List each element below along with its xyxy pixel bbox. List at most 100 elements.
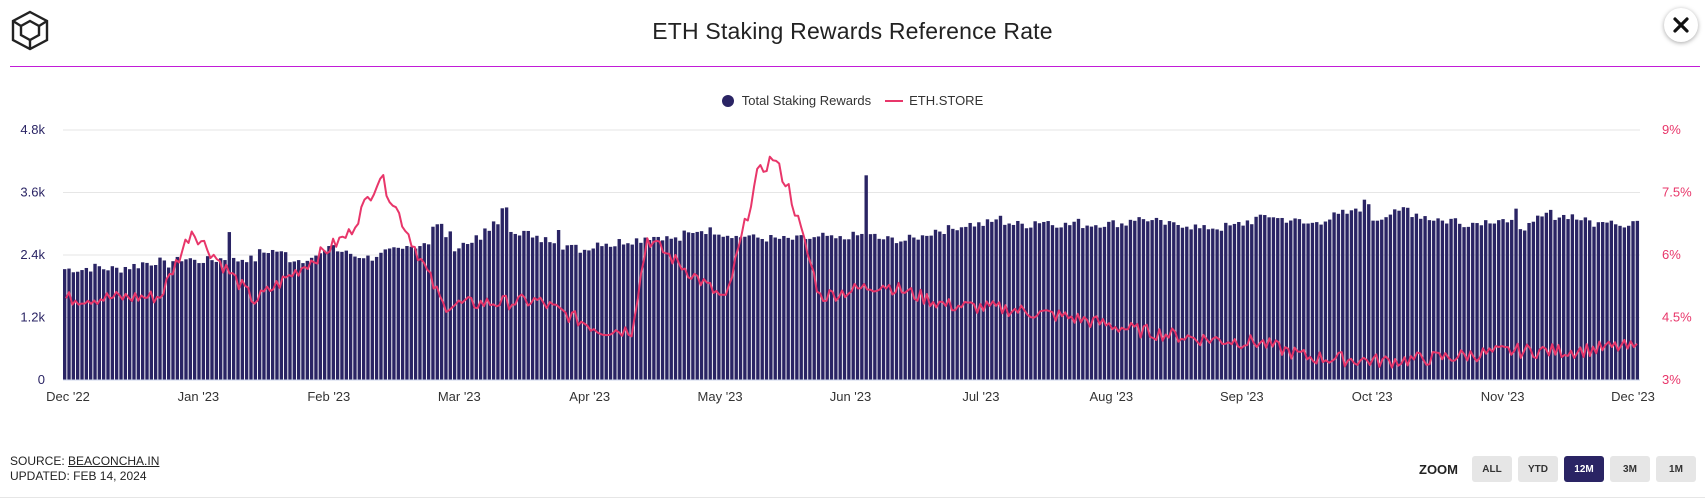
bar bbox=[500, 208, 504, 380]
bar bbox=[1016, 220, 1020, 380]
x-tick-label: Oct '23 bbox=[1352, 389, 1393, 404]
bar bbox=[1176, 225, 1180, 380]
zoom-3m-button[interactable]: 3M bbox=[1610, 456, 1650, 482]
bar bbox=[1527, 222, 1531, 380]
bar bbox=[1198, 228, 1202, 380]
bar bbox=[470, 242, 474, 380]
bar bbox=[1601, 222, 1605, 380]
bar bbox=[110, 266, 115, 380]
bar bbox=[1375, 220, 1380, 380]
bar bbox=[1514, 208, 1518, 380]
bar bbox=[1081, 228, 1085, 380]
bar bbox=[743, 236, 747, 380]
bar bbox=[1163, 224, 1167, 380]
zoom-label: ZOOM bbox=[1419, 461, 1458, 477]
legend-label: ETH.STORE bbox=[909, 93, 984, 108]
bar bbox=[1267, 217, 1271, 380]
bar bbox=[231, 257, 236, 380]
chart-legend: Total Staking Rewards ETH.STORE bbox=[0, 93, 1705, 108]
bar bbox=[773, 237, 777, 380]
bar bbox=[309, 257, 314, 380]
x-tick-label: Jul '23 bbox=[962, 389, 999, 404]
bar bbox=[790, 239, 795, 380]
y-left-tick-label: 1.2k bbox=[20, 310, 45, 325]
source-link[interactable]: BEACONCHA.IN bbox=[68, 454, 160, 468]
bar bbox=[1215, 229, 1219, 380]
bar bbox=[1133, 220, 1137, 380]
bar bbox=[669, 238, 673, 380]
bar bbox=[565, 245, 569, 380]
bar bbox=[184, 259, 188, 380]
bar bbox=[1406, 207, 1410, 380]
bar bbox=[153, 265, 158, 380]
bar bbox=[132, 263, 136, 380]
bar bbox=[1094, 225, 1098, 380]
bar bbox=[1137, 217, 1141, 380]
bar bbox=[413, 248, 418, 380]
bar bbox=[361, 258, 366, 380]
zoom-12m-button[interactable]: 12M bbox=[1564, 456, 1604, 482]
legend-item-eth-store[interactable]: ETH.STORE bbox=[885, 93, 983, 108]
close-icon bbox=[1673, 17, 1689, 33]
bar bbox=[1020, 223, 1024, 380]
bar bbox=[1115, 227, 1120, 380]
bar bbox=[292, 261, 296, 380]
close-button[interactable] bbox=[1664, 8, 1698, 42]
bar bbox=[1284, 222, 1289, 380]
bar bbox=[197, 263, 201, 380]
zoom-ytd-button[interactable]: YTD bbox=[1518, 456, 1558, 482]
bar bbox=[448, 231, 452, 380]
bar bbox=[1384, 217, 1388, 380]
bar bbox=[344, 250, 348, 380]
bar bbox=[478, 239, 483, 380]
bar bbox=[166, 267, 171, 380]
bar bbox=[938, 231, 942, 380]
zoom-all-button[interactable]: ALL bbox=[1472, 456, 1512, 482]
bar bbox=[1410, 217, 1414, 380]
bar bbox=[959, 227, 964, 380]
bar bbox=[855, 235, 860, 380]
bar bbox=[626, 243, 630, 380]
bar bbox=[461, 242, 465, 380]
bar bbox=[760, 238, 764, 380]
bar bbox=[1293, 218, 1297, 380]
bar bbox=[647, 240, 652, 380]
bar bbox=[964, 226, 968, 380]
bar bbox=[1614, 224, 1618, 380]
bar bbox=[452, 251, 457, 380]
bar bbox=[782, 235, 786, 380]
bar bbox=[1271, 217, 1276, 380]
bar bbox=[145, 262, 149, 380]
bar bbox=[1388, 214, 1393, 380]
bottom-border bbox=[0, 497, 1705, 498]
bar bbox=[1501, 219, 1505, 380]
bar bbox=[1492, 223, 1497, 380]
bar bbox=[392, 247, 396, 380]
bar bbox=[275, 251, 279, 380]
cube-logo-icon[interactable] bbox=[9, 9, 51, 51]
bar bbox=[1401, 207, 1406, 380]
zoom-controls: ZOOM ALL YTD 12M 3M 1M bbox=[1419, 456, 1696, 482]
bar bbox=[708, 227, 712, 380]
bar bbox=[1557, 217, 1562, 380]
bar bbox=[192, 259, 197, 380]
staking-chart[interactable]: 0 1.2k 2.4k 3.6k 4.8k 3% 4.5% 6% 7.5% 9% Dec '22 Ja… bbox=[0, 110, 1705, 450]
bar bbox=[1622, 227, 1627, 380]
bar bbox=[435, 224, 439, 380]
bar bbox=[643, 237, 647, 380]
bar bbox=[84, 267, 89, 380]
bar bbox=[67, 268, 71, 380]
bar bbox=[1059, 227, 1063, 380]
legend-bar-swatch bbox=[721, 94, 734, 107]
zoom-1m-button[interactable]: 1M bbox=[1656, 456, 1696, 482]
bar bbox=[621, 244, 626, 380]
bar bbox=[1085, 225, 1089, 380]
bar bbox=[201, 262, 206, 380]
bar bbox=[1211, 228, 1215, 380]
bar bbox=[1618, 225, 1622, 380]
bar bbox=[617, 239, 621, 380]
bar bbox=[149, 265, 154, 380]
bar bbox=[88, 271, 93, 380]
bar bbox=[418, 246, 422, 380]
legend-item-total-staking-rewards[interactable]: Total Staking Rewards bbox=[721, 93, 871, 108]
